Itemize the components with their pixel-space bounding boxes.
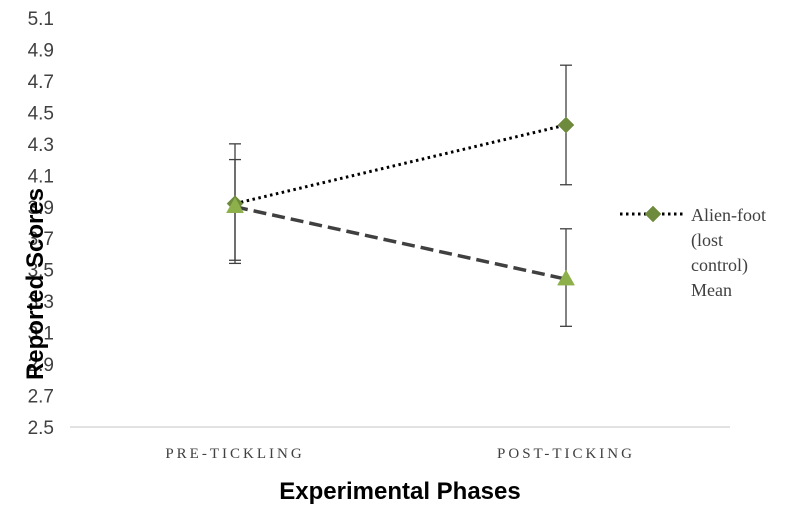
y-tick-label: 4.1 xyxy=(28,166,54,187)
series-line xyxy=(234,123,567,206)
series-line xyxy=(234,205,567,281)
plot-area xyxy=(226,64,575,327)
y-tick-label: 3.9 xyxy=(28,198,54,219)
y-tick-label: 4.3 xyxy=(28,135,54,156)
y-tick-label: 3.1 xyxy=(28,324,54,345)
legend: Alien-foot (lost control) Mean xyxy=(620,205,766,300)
triangle-marker xyxy=(226,197,244,214)
legend-diamond-marker xyxy=(644,205,662,223)
y-axis-ticks: 2.5 2.7 2.9 3.1 3.3 3.5 3.7 3.9 4.1 4.3 4.5 4.7 4.9 5… xyxy=(28,9,54,439)
triangle-marker xyxy=(557,269,575,286)
y-tick-label: 2.7 xyxy=(28,387,54,408)
y-tick-label: 3.7 xyxy=(28,229,54,250)
x-tick-label: PRE-TICKLING xyxy=(165,446,304,462)
y-tick-label: 5.1 xyxy=(28,9,54,30)
x-axis-title: Experimental Phases xyxy=(279,478,520,505)
y-tick-label: 4.5 xyxy=(28,103,54,124)
y-tick-label: 2.9 xyxy=(28,355,54,376)
diamond-marker xyxy=(557,116,575,134)
x-axis-ticks: PRE-TICKLING POST-TICKING xyxy=(165,446,635,462)
y-tick-label: 3.5 xyxy=(28,261,54,282)
x-tick-label: POST-TICKING xyxy=(497,446,635,462)
legend-label: (lost xyxy=(691,230,723,251)
legend-label: control) xyxy=(691,255,748,276)
legend-label: Mean xyxy=(691,280,732,300)
y-tick-label: 4.9 xyxy=(28,40,54,61)
y-tick-label: 4.7 xyxy=(28,72,54,93)
legend-label: Alien-foot xyxy=(691,205,766,225)
y-tick-label: 3.3 xyxy=(28,292,54,313)
y-axis-title: Reported Scores xyxy=(22,188,49,380)
y-tick-label: 2.5 xyxy=(28,418,54,439)
